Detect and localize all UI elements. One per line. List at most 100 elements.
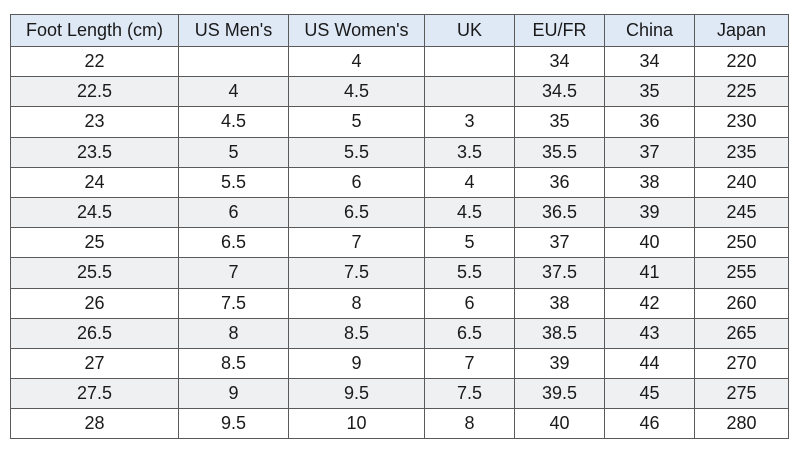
cell-foot-length: 22.5 bbox=[10, 76, 179, 108]
column-header-china: China bbox=[604, 14, 695, 47]
cell-eu-fr: 39 bbox=[514, 347, 605, 380]
cell-uk bbox=[424, 45, 515, 78]
cell-china: 37 bbox=[604, 136, 695, 168]
cell-foot-length: 22 bbox=[10, 45, 179, 78]
cell-china: 40 bbox=[604, 227, 695, 259]
table-row: 26.5 8 8.5 6.5 38.5 43 265 bbox=[10, 317, 789, 349]
cell-us-mens: 9 bbox=[178, 378, 289, 410]
table-row: 26 7.5 8 6 38 42 260 bbox=[10, 287, 789, 319]
table-row: 27 8.5 9 7 39 44 270 bbox=[10, 347, 789, 380]
cell-eu-fr: 34.5 bbox=[514, 76, 605, 108]
cell-japan: 255 bbox=[694, 257, 789, 289]
cell-us-mens: 4 bbox=[178, 76, 289, 108]
table-row: 28 9.5 10 8 40 46 280 bbox=[10, 408, 789, 440]
cell-uk bbox=[424, 76, 515, 108]
cell-foot-length: 24.5 bbox=[10, 196, 179, 229]
cell-china: 35 bbox=[604, 76, 695, 108]
cell-us-womens: 8 bbox=[288, 287, 425, 319]
cell-uk: 7.5 bbox=[424, 378, 515, 410]
cell-foot-length: 23.5 bbox=[10, 136, 179, 168]
cell-us-womens: 8.5 bbox=[288, 317, 425, 349]
cell-japan: 280 bbox=[694, 408, 789, 440]
cell-japan: 260 bbox=[694, 287, 789, 319]
cell-uk: 4.5 bbox=[424, 196, 515, 229]
cell-japan: 250 bbox=[694, 227, 789, 259]
cell-uk: 8 bbox=[424, 408, 515, 440]
cell-china: 38 bbox=[604, 166, 695, 198]
cell-china: 46 bbox=[604, 408, 695, 440]
table-body: 22 4 34 34 220 22.5 4 4.5 34.5 35 225 23 4.5 5 3 35 36 23… bbox=[10, 45, 789, 440]
cell-uk: 5 bbox=[424, 227, 515, 259]
cell-japan: 265 bbox=[694, 317, 789, 349]
cell-japan: 245 bbox=[694, 196, 789, 229]
cell-us-womens: 6 bbox=[288, 166, 425, 198]
cell-china: 39 bbox=[604, 196, 695, 229]
cell-us-mens: 7.5 bbox=[178, 287, 289, 319]
cell-japan: 225 bbox=[694, 76, 789, 108]
cell-us-womens: 4.5 bbox=[288, 76, 425, 108]
cell-us-mens: 5.5 bbox=[178, 166, 289, 198]
cell-us-womens: 10 bbox=[288, 408, 425, 440]
cell-foot-length: 23 bbox=[10, 106, 179, 138]
cell-us-womens: 7 bbox=[288, 227, 425, 259]
cell-eu-fr: 34 bbox=[514, 45, 605, 78]
cell-us-mens: 8 bbox=[178, 317, 289, 349]
column-header-uk: UK bbox=[424, 14, 515, 47]
table-row: 24 5.5 6 4 36 38 240 bbox=[10, 166, 789, 198]
table-row: 23.5 5 5.5 3.5 35.5 37 235 bbox=[10, 136, 789, 168]
cell-eu-fr: 38 bbox=[514, 287, 605, 319]
cell-china: 34 bbox=[604, 45, 695, 78]
cell-japan: 275 bbox=[694, 378, 789, 410]
cell-us-womens: 9.5 bbox=[288, 378, 425, 410]
cell-us-mens: 9.5 bbox=[178, 408, 289, 440]
table-row: 22 4 34 34 220 bbox=[10, 45, 789, 78]
cell-us-mens: 6.5 bbox=[178, 227, 289, 259]
cell-japan: 230 bbox=[694, 106, 789, 138]
cell-china: 44 bbox=[604, 347, 695, 380]
cell-uk: 6 bbox=[424, 287, 515, 319]
cell-us-mens bbox=[178, 45, 289, 78]
cell-japan: 270 bbox=[694, 347, 789, 380]
cell-us-womens: 6.5 bbox=[288, 196, 425, 229]
column-header-us-mens: US Men's bbox=[178, 14, 289, 47]
column-header-japan: Japan bbox=[694, 14, 789, 47]
cell-japan: 240 bbox=[694, 166, 789, 198]
cell-china: 36 bbox=[604, 106, 695, 138]
cell-foot-length: 25 bbox=[10, 227, 179, 259]
cell-uk: 6.5 bbox=[424, 317, 515, 349]
cell-foot-length: 26 bbox=[10, 287, 179, 319]
cell-uk: 4 bbox=[424, 166, 515, 198]
cell-eu-fr: 36 bbox=[514, 166, 605, 198]
cell-foot-length: 28 bbox=[10, 408, 179, 440]
cell-china: 45 bbox=[604, 378, 695, 410]
cell-us-mens: 7 bbox=[178, 257, 289, 289]
column-header-us-womens: US Women's bbox=[288, 14, 425, 47]
table-row: 25 6.5 7 5 37 40 250 bbox=[10, 227, 789, 259]
shoe-size-table: Foot Length (cm) US Men's US Women's UK … bbox=[10, 14, 789, 440]
cell-china: 43 bbox=[604, 317, 695, 349]
cell-eu-fr: 37.5 bbox=[514, 257, 605, 289]
table-row: 23 4.5 5 3 35 36 230 bbox=[10, 106, 789, 138]
cell-eu-fr: 39.5 bbox=[514, 378, 605, 410]
table-row: 25.5 7 7.5 5.5 37.5 41 255 bbox=[10, 257, 789, 289]
cell-us-womens: 5 bbox=[288, 106, 425, 138]
cell-foot-length: 26.5 bbox=[10, 317, 179, 349]
cell-us-mens: 5 bbox=[178, 136, 289, 168]
cell-eu-fr: 38.5 bbox=[514, 317, 605, 349]
cell-foot-length: 24 bbox=[10, 166, 179, 198]
cell-china: 41 bbox=[604, 257, 695, 289]
column-header-foot-length: Foot Length (cm) bbox=[10, 14, 179, 47]
cell-uk: 3.5 bbox=[424, 136, 515, 168]
cell-eu-fr: 35.5 bbox=[514, 136, 605, 168]
header-row: Foot Length (cm) US Men's US Women's UK … bbox=[10, 14, 789, 47]
cell-foot-length: 27 bbox=[10, 347, 179, 380]
cell-foot-length: 27.5 bbox=[10, 378, 179, 410]
table-row: 24.5 6 6.5 4.5 36.5 39 245 bbox=[10, 196, 789, 229]
column-header-eu-fr: EU/FR bbox=[514, 14, 605, 47]
cell-eu-fr: 37 bbox=[514, 227, 605, 259]
cell-uk: 5.5 bbox=[424, 257, 515, 289]
cell-us-womens: 7.5 bbox=[288, 257, 425, 289]
cell-eu-fr: 35 bbox=[514, 106, 605, 138]
cell-us-mens: 6 bbox=[178, 196, 289, 229]
cell-uk: 3 bbox=[424, 106, 515, 138]
